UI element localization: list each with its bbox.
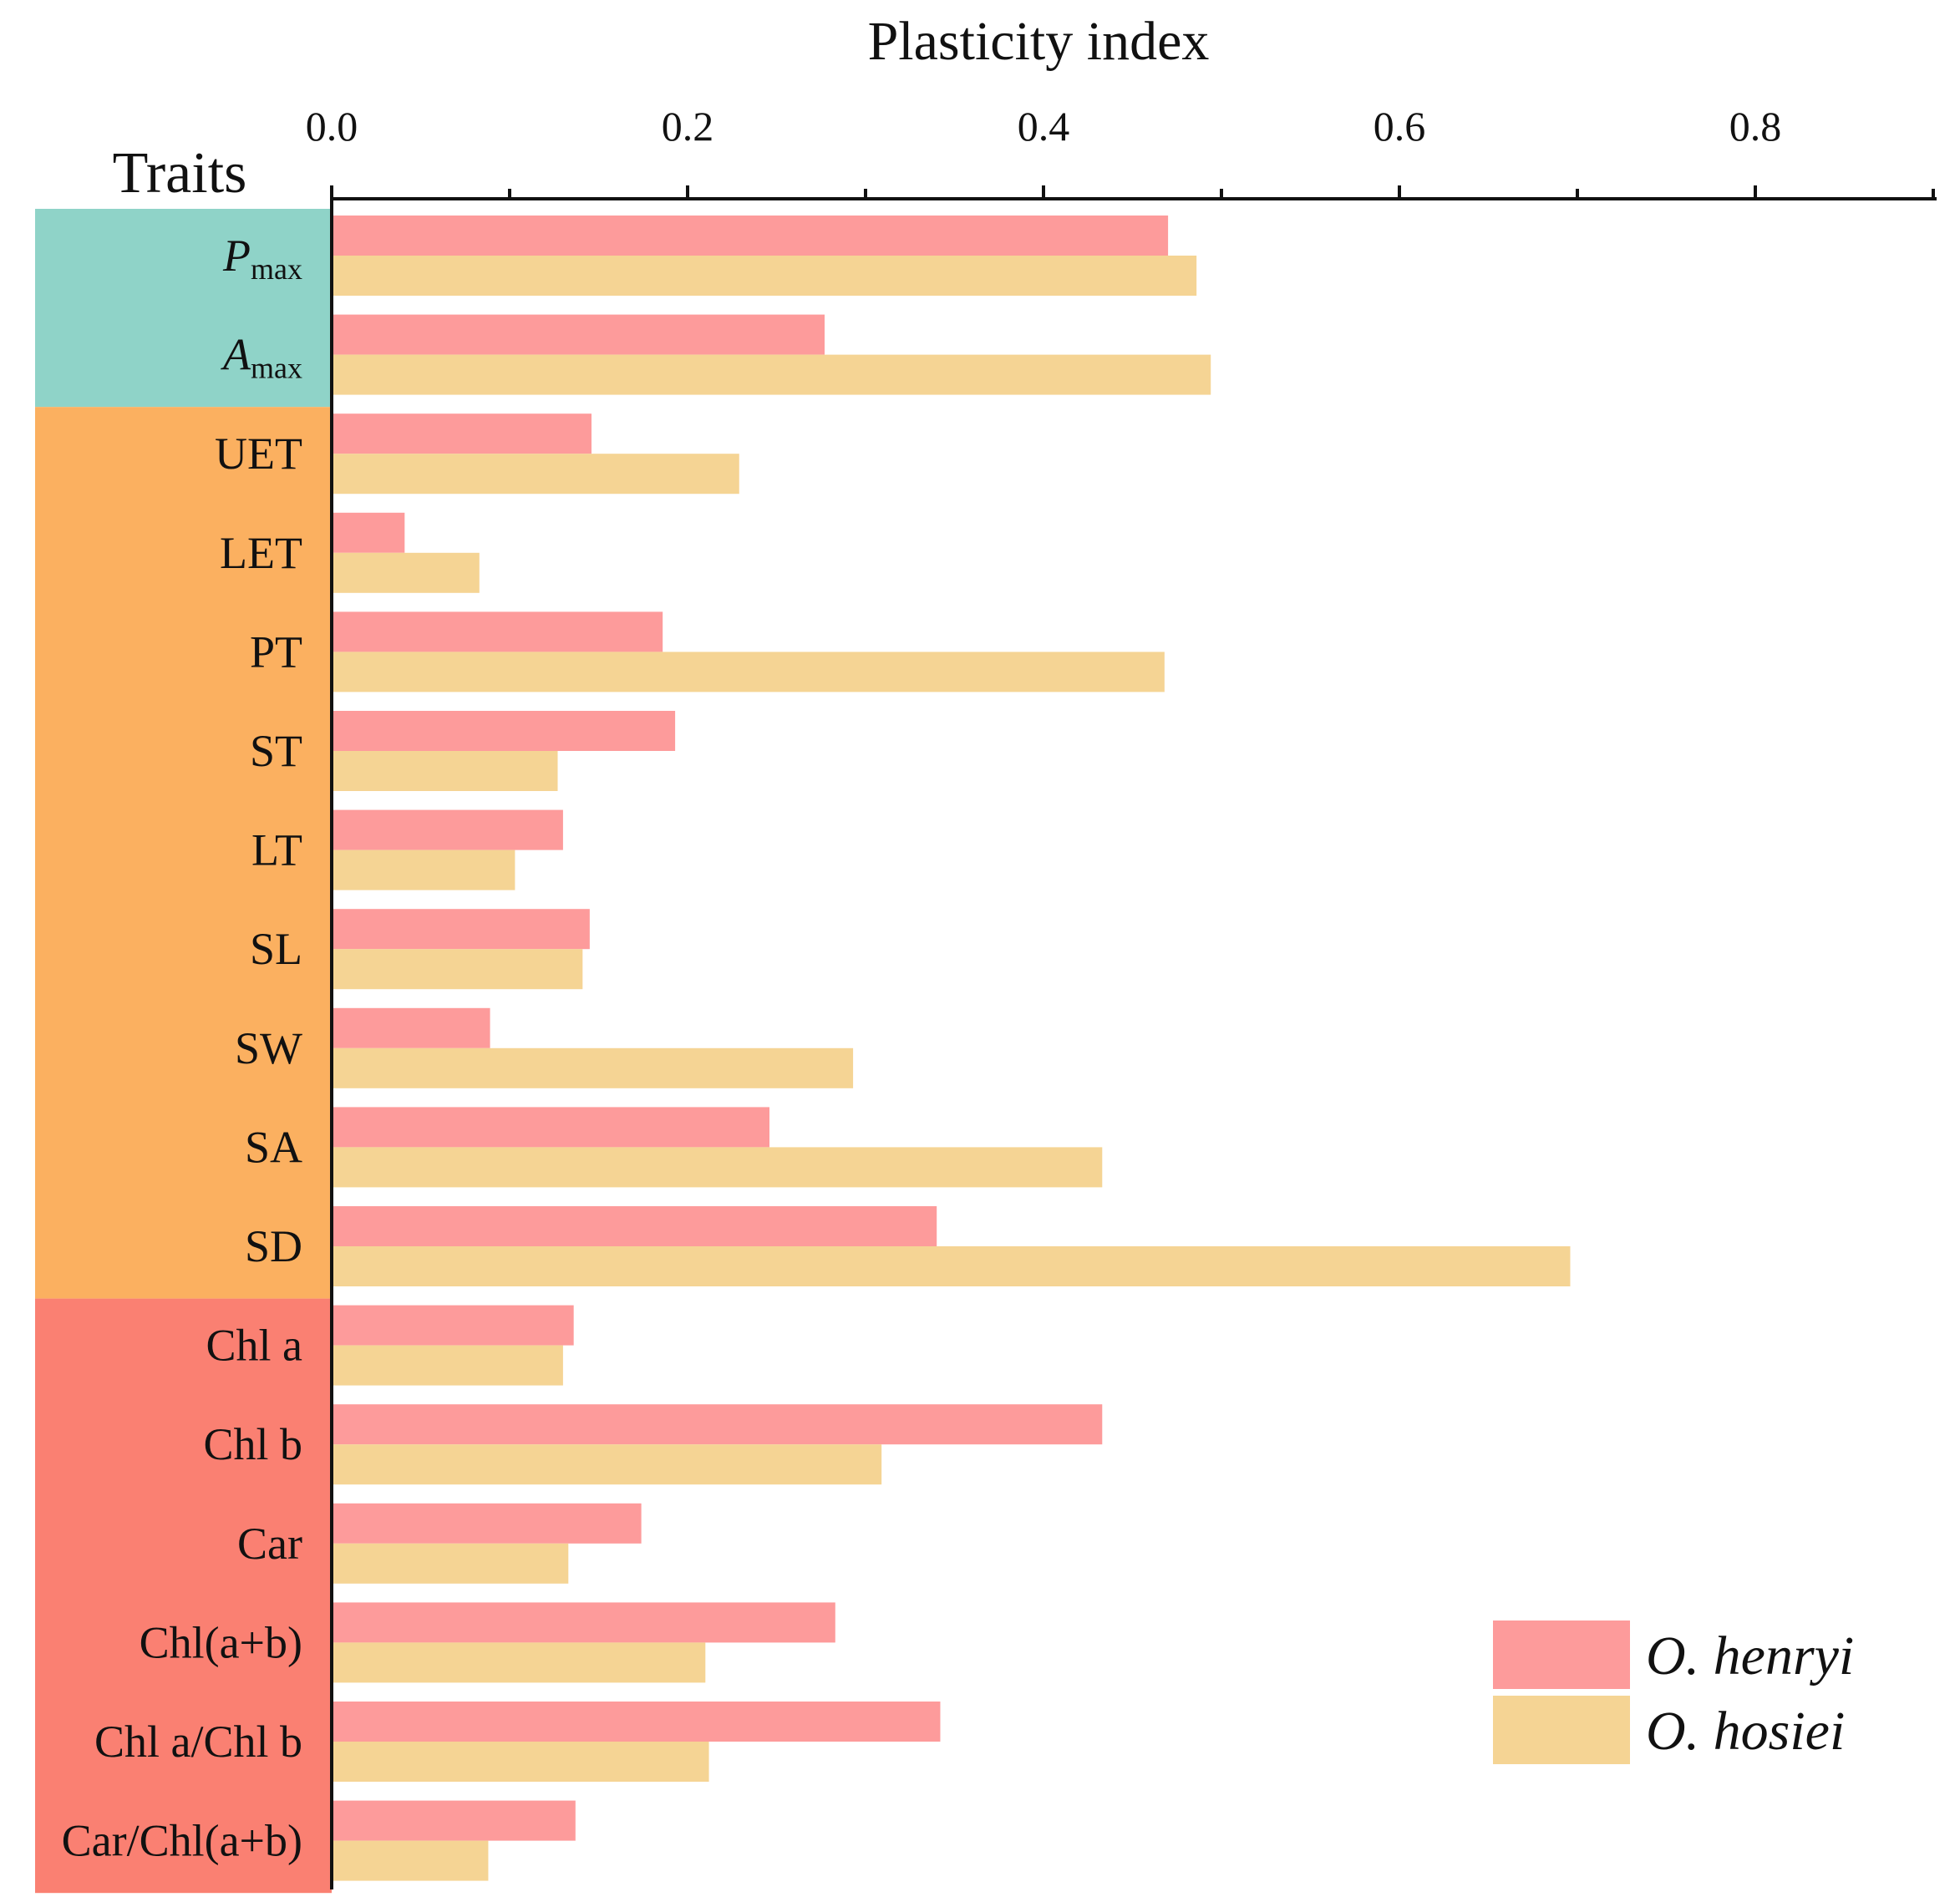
bar-o-hosiei-chl-a-b xyxy=(332,1642,706,1683)
bar-o-hosiei-sd xyxy=(332,1246,1571,1286)
bar-o-hosiei-car xyxy=(332,1543,569,1584)
bar-o-henryi-chl-a-chl-b xyxy=(332,1702,941,1742)
bar-o-hosiei-lt xyxy=(332,850,515,890)
bar-o-hosiei-uet xyxy=(332,454,739,495)
traits-label: Traits xyxy=(113,141,247,205)
x-tick-label: 0.6 xyxy=(1374,103,1426,150)
x-axis: 0.0 0.2 0.4 0.6 0.8 xyxy=(306,103,1937,1889)
x-tick-label: 0.0 xyxy=(306,103,358,150)
category-label-amax: Amax xyxy=(221,330,302,385)
bar-o-henryi-amax xyxy=(332,314,825,355)
bar-o-hosiei-amax xyxy=(332,354,1211,395)
group-band-photosynthesis xyxy=(35,209,332,408)
axis-title: Plasticity index xyxy=(868,11,1210,72)
bar-o-henryi-pmax xyxy=(332,216,1169,256)
category-label-chl-b: Chl b xyxy=(203,1419,302,1469)
trait-group-bands xyxy=(35,209,332,1894)
bar-o-hosiei-sw xyxy=(332,1047,854,1088)
category-label-chl-a-chl-b: Chl a/Chl b xyxy=(94,1717,302,1767)
category-label-pt: PT xyxy=(250,626,302,677)
bar-o-henryi-sl xyxy=(332,909,590,950)
x-tick-label: 0.8 xyxy=(1729,103,1782,150)
bar-o-hosiei-pmax xyxy=(332,256,1197,296)
bar-o-hosiei-pt xyxy=(332,652,1165,692)
category-label-let: LET xyxy=(220,528,302,578)
category-label-chl-a-b: Chl(a+b) xyxy=(140,1617,302,1667)
category-label-st: ST xyxy=(250,726,302,776)
bar-o-henryi-chl-a xyxy=(332,1305,574,1346)
category-label-chl-a: Chl a xyxy=(206,1321,303,1371)
category-label-sw: SW xyxy=(235,1023,302,1073)
bar-o-hosiei-st xyxy=(332,751,558,791)
bar-o-hosiei-sl xyxy=(332,949,583,990)
legend-swatch-o-hosiei xyxy=(1493,1696,1630,1764)
x-tick-label: 0.4 xyxy=(1018,103,1070,150)
category-label-sd: SD xyxy=(245,1221,302,1271)
bar-o-henryi-lt xyxy=(332,809,563,850)
bar-o-henryi-sd xyxy=(332,1206,937,1246)
category-labels: Pmax Amax UET LET PT ST LT SL SW SA SD Chl a Chl b Ca… xyxy=(62,231,302,1866)
category-label-sl: SL xyxy=(250,924,302,974)
bar-o-hosiei-chl-a xyxy=(332,1345,563,1386)
legend-label-o-hosiei: O. hosiei xyxy=(1646,1701,1845,1762)
bar-o-henryi-pt xyxy=(332,611,663,652)
bar-o-hosiei-chl-b xyxy=(332,1444,882,1485)
bar-o-henryi-sw xyxy=(332,1007,490,1048)
bar-o-henryi-let xyxy=(332,512,405,553)
bar-o-henryi-car xyxy=(332,1503,642,1544)
category-label-pmax: Pmax xyxy=(222,231,302,286)
category-label-car-chl-a-b: Car/Chl(a+b) xyxy=(62,1816,302,1866)
legend-label-o-henryi: O. henryi xyxy=(1646,1626,1854,1686)
category-label-uet: UET xyxy=(215,429,302,479)
bar-o-henryi-sa xyxy=(332,1107,769,1148)
bar-o-henryi-car-chl-a-b xyxy=(332,1800,576,1841)
category-label-lt: LT xyxy=(251,825,302,875)
bar-o-hosiei-car-chl-a-b xyxy=(332,1840,489,1881)
bar-o-henryi-uet xyxy=(332,413,592,454)
bar-o-henryi-chl-b xyxy=(332,1404,1103,1445)
bar-o-hosiei-sa xyxy=(332,1147,1103,1188)
bar-o-hosiei-let xyxy=(332,552,480,593)
category-label-car: Car xyxy=(237,1519,302,1569)
bars-layer xyxy=(332,216,1571,1881)
x-tick-label: 0.2 xyxy=(662,103,714,150)
bar-o-henryi-chl-a-b xyxy=(332,1602,835,1643)
group-band-leaf-anatomy xyxy=(35,407,332,1299)
legend-swatch-o-henryi xyxy=(1493,1621,1630,1689)
bar-o-hosiei-chl-a-chl-b xyxy=(332,1742,709,1782)
bar-o-henryi-st xyxy=(332,711,676,751)
group-band-pigments xyxy=(35,1298,332,1894)
legend: O. henryi O. hosiei xyxy=(1493,1621,1854,1764)
category-label-sa: SA xyxy=(245,1122,302,1172)
